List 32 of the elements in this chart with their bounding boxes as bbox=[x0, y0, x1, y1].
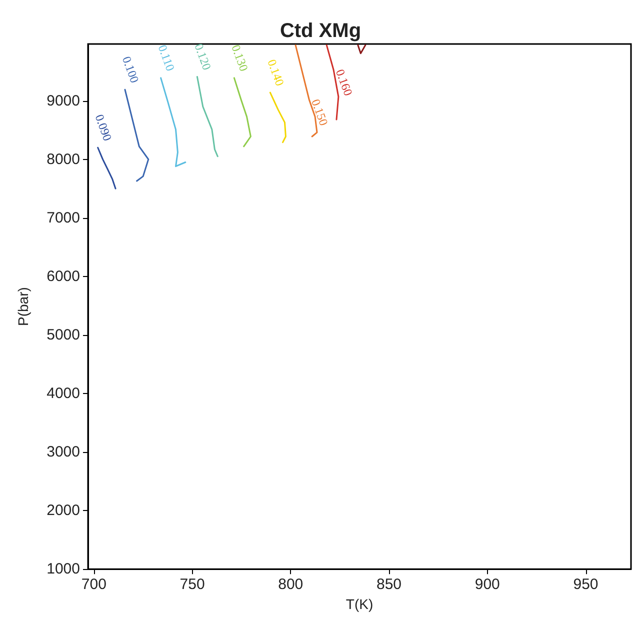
y-tick-label: 9000 bbox=[46, 92, 80, 110]
y-tick-label: 4000 bbox=[46, 384, 80, 402]
y-tick-label: 1000 bbox=[46, 560, 80, 578]
y-tick-label: 3000 bbox=[46, 444, 80, 461]
line-series bbox=[160, 77, 186, 168]
line-series bbox=[233, 77, 252, 148]
x-tick-label: 750 bbox=[180, 576, 205, 594]
text: 0.140 bbox=[264, 57, 288, 88]
line-series bbox=[124, 88, 150, 182]
text: 0.130 bbox=[228, 42, 252, 73]
text: 0.120 bbox=[192, 42, 214, 72]
x-axis-title: T(K) bbox=[346, 596, 374, 612]
line-series bbox=[196, 76, 218, 158]
x-tick-label: 850 bbox=[376, 576, 402, 594]
chart-title: Ctd XMg bbox=[280, 20, 362, 42]
y-tick-label: 5000 bbox=[46, 326, 80, 344]
text: 0.150 bbox=[308, 97, 331, 128]
text: 0.090 bbox=[92, 112, 115, 143]
line-series bbox=[269, 92, 286, 144]
x-tick-label: 800 bbox=[278, 576, 304, 594]
x-tick-label: 900 bbox=[474, 576, 500, 594]
y-tick-label: 8000 bbox=[46, 150, 80, 168]
text: 0.100 bbox=[119, 54, 142, 85]
y-axis-title: P(bar) bbox=[15, 287, 31, 326]
y-tick-label: 7000 bbox=[46, 209, 80, 226]
x-tick-label: 950 bbox=[573, 576, 598, 594]
text: 0.110 bbox=[155, 43, 178, 73]
y-tick-label: 6000 bbox=[46, 268, 80, 285]
line-series bbox=[97, 146, 116, 190]
text: 0.160 bbox=[332, 67, 356, 98]
x-tick-label: 700 bbox=[81, 576, 106, 594]
y-tick-label: 2000 bbox=[46, 502, 80, 520]
